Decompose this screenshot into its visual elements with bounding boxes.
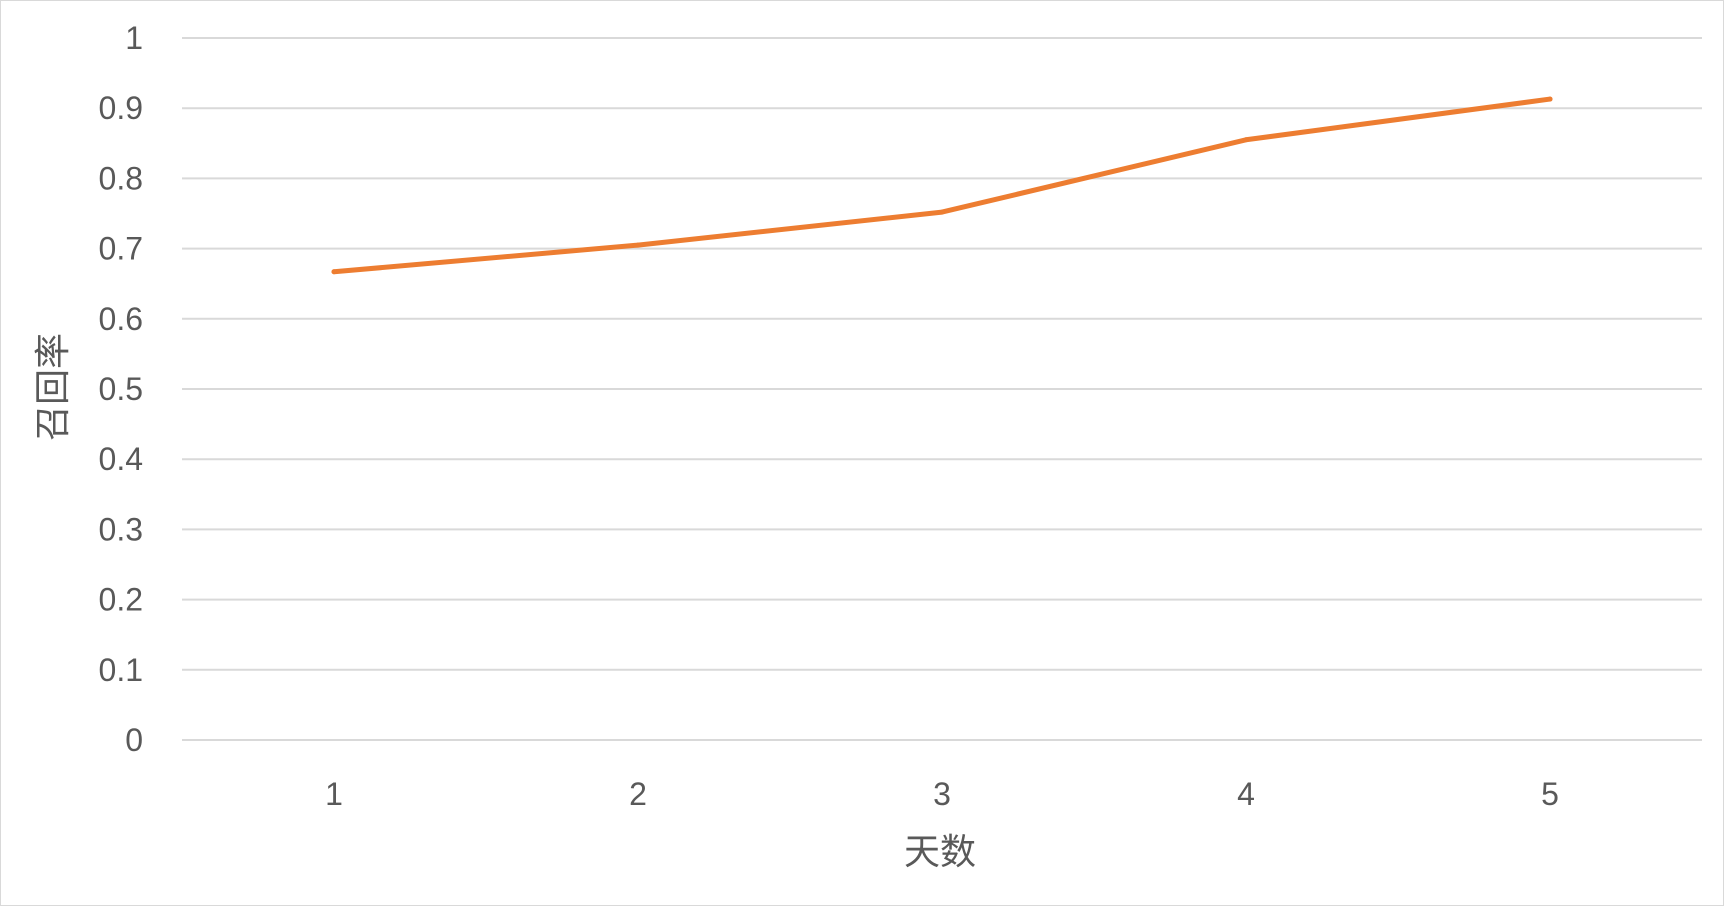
y-tick-label: 0.8 [99,160,143,196]
y-axis-ticks: 0 0.1 0.2 0.3 0.4 0.5 0.6 0.7 0.8 0.9 1 [99,20,143,758]
data-point [939,209,945,215]
x-tick-label: 5 [1541,776,1559,812]
y-tick-label: 0.3 [99,511,143,547]
y-axis-title: 召回率 [33,333,74,441]
series-group [331,96,1553,275]
y-tick-label: 0.7 [99,231,143,267]
gridlines [182,37,1702,741]
y-tick-label: 0.6 [99,301,143,337]
data-point [1243,137,1249,143]
data-point [635,242,641,248]
y-tick-label: 0.9 [99,90,143,126]
y-tick-label: 0.1 [99,652,143,688]
x-axis-ticks: 1 2 3 4 5 [325,776,1559,812]
x-tick-label: 2 [629,776,647,812]
y-tick-label: 0.4 [99,441,143,477]
x-axis-title: 天数 [904,832,976,873]
series-line [331,96,1553,275]
data-point [1547,96,1553,102]
y-tick-label: 0.2 [99,582,143,618]
y-tick-label: 0.5 [99,371,143,407]
x-tick-label: 1 [325,776,343,812]
y-tick-label: 0 [125,722,143,758]
x-tick-label: 3 [933,776,951,812]
data-point [331,269,337,275]
x-tick-label: 4 [1237,776,1255,812]
y-tick-label: 1 [125,20,143,56]
